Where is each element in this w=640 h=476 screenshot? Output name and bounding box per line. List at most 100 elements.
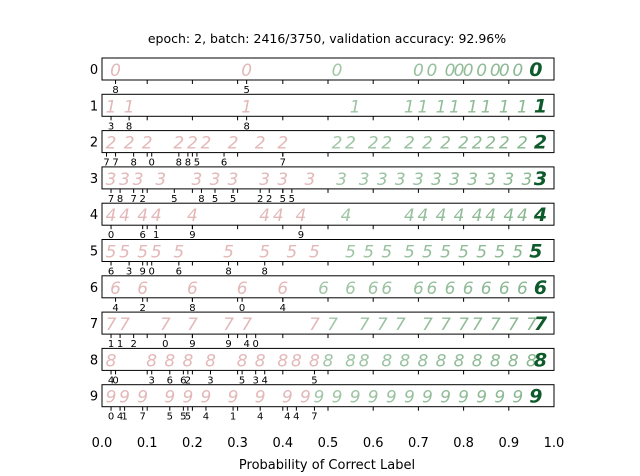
sample-digit-mark: 0	[499, 61, 510, 81]
sample-digit-mark: 9	[404, 388, 415, 408]
sample-digit-mark: 8	[205, 351, 216, 371]
sample-digit-mark: 3	[210, 170, 221, 190]
sample-digit-mark: 4	[503, 206, 514, 226]
wrong-prediction-label: 4	[257, 412, 263, 423]
sample-digit-mark: 7	[377, 315, 388, 335]
wrong-prediction-label: 3	[108, 121, 114, 132]
sample-digit-mark: 8	[526, 351, 537, 371]
sample-digit-mark: 6	[499, 279, 510, 299]
sample-digit-mark: 9	[368, 388, 379, 408]
sample-digit-mark: 3	[119, 170, 130, 190]
sample-digit-mark: 6	[445, 279, 456, 299]
wrong-prediction-label: 3	[149, 375, 155, 386]
sample-digit-mark: 8	[418, 351, 429, 371]
sample-digit-mark: 6	[463, 279, 474, 299]
wrong-prediction-label: 8	[225, 267, 231, 278]
digit-row: 5 5 5 5 5 5 5 5 5 5 5 5 5 5 5 5 5 5 5 556 3 9 0 6 8 8	[90, 239, 555, 278]
sample-digit-mark: 2	[458, 134, 469, 154]
sample-digit-mark: 5	[529, 241, 542, 263]
sample-digit-mark: 8	[359, 351, 370, 371]
sample-digit-mark: 9	[494, 388, 505, 408]
x-tick-label: 0.0	[92, 436, 113, 451]
wrong-prediction-label: 4	[112, 303, 118, 314]
sample-digit-mark: 5	[494, 243, 505, 263]
digit-row: 4 4 4 4 4 4 4 4 4 4 4 4 4 4 4 4 4 440 6 1 9 9	[90, 202, 555, 241]
sample-digit-mark: 7	[395, 315, 406, 335]
sample-digit-mark: 9	[201, 388, 212, 408]
sample-digit-mark: 2	[534, 132, 547, 154]
sample-digit-mark: 7	[472, 315, 483, 335]
sample-digit-mark: 5	[259, 243, 270, 263]
sample-digit-mark: 4	[119, 206, 130, 226]
wrong-prediction-label: 0	[108, 230, 114, 241]
row-label: 3	[90, 172, 98, 187]
sample-digit-mark: 4	[151, 206, 162, 226]
wrong-prediction-label: 0	[108, 412, 114, 423]
wrong-prediction-label: 0	[149, 267, 155, 278]
sample-digit-mark: 4	[137, 206, 148, 226]
wrong-prediction-label: 8	[126, 121, 132, 132]
sample-digit-mark: 5	[422, 243, 433, 263]
sample-digit-mark: 7	[106, 315, 117, 335]
sample-digit-mark: 5	[404, 243, 415, 263]
wrong-prediction-label: 8	[117, 194, 123, 205]
sample-digit-mark: 4	[259, 206, 270, 226]
sample-digit-mark: 4	[472, 206, 483, 226]
sample-digit-mark: 3	[359, 170, 370, 190]
sample-digit-mark: 0	[490, 61, 501, 81]
sample-digit-mark: 9	[386, 388, 397, 408]
sample-digit-mark: 8	[291, 351, 302, 371]
sample-digit-mark: 3	[485, 170, 496, 190]
sample-digit-mark: 0	[427, 61, 438, 81]
digit-row: 9 9 9 9 9 9 9 9 9 9 9 9 9 9 9 9 9 9 9 9 9 9 990 41 7 5 55 4 1 4 4 4 7	[90, 384, 555, 423]
sample-digit-mark: 3	[336, 170, 347, 190]
sample-digit-mark: 2	[485, 134, 496, 154]
x-tick-label: 0.4	[272, 436, 293, 451]
sample-digit-mark: 8	[534, 349, 547, 371]
sample-digit-mark: 2	[422, 134, 433, 154]
sample-digit-mark: 1	[106, 97, 117, 117]
wrong-prediction-label: 0	[252, 339, 258, 350]
x-tick-label: 0.1	[137, 436, 158, 451]
wrong-prediction-label: 9	[298, 230, 304, 241]
sample-digit-mark: 8	[472, 351, 483, 371]
sample-digit-mark: 2	[124, 134, 135, 154]
sample-digit-mark: 2	[440, 134, 451, 154]
sample-digit-mark: 7	[309, 315, 320, 335]
sample-digit-mark: 4	[404, 206, 415, 226]
sample-digit-mark: 5	[345, 243, 356, 263]
sample-digit-mark: 2	[187, 134, 198, 154]
x-axis: 0.0 0.1 0.2 0.3 0.4 0.5 0.6 0.7 0.8 0.9 1.0	[92, 436, 565, 451]
sample-digit-mark: 8	[508, 351, 519, 371]
sample-digit-mark: 6	[345, 279, 356, 299]
wrong-prediction-label: 8	[112, 85, 118, 96]
wrong-prediction-label: 4	[243, 339, 249, 350]
sample-digit-mark: 8	[399, 351, 410, 371]
sample-digit-mark: 8	[309, 351, 320, 371]
sample-digit-mark: 6	[318, 279, 329, 299]
wrong-prediction-label: 6	[180, 375, 186, 386]
sample-digit-mark: 1	[534, 95, 547, 117]
wrong-prediction-label: 8	[262, 267, 268, 278]
sample-digit-mark: 8	[277, 351, 288, 371]
row-label: 7	[90, 317, 98, 332]
sample-digit-mark: 8	[182, 351, 193, 371]
wrong-prediction-label: 4	[293, 412, 299, 423]
sample-digit-mark: 8	[146, 351, 157, 371]
sample-digit-mark: 4	[454, 206, 465, 226]
sample-digit-mark: 4	[106, 206, 117, 226]
sample-digit-mark: 7	[119, 315, 130, 335]
sample-digit-mark: 3	[521, 170, 532, 190]
sample-digit-mark: 2	[499, 134, 510, 154]
row-label: 6	[90, 281, 98, 296]
wrong-prediction-label: 0	[112, 375, 118, 386]
sample-digit-mark: 4	[187, 206, 198, 226]
sample-digit-mark: 4	[273, 206, 284, 226]
sample-digit-mark: 1	[124, 97, 135, 117]
sample-digit-mark: 4	[485, 206, 496, 226]
sample-digit-mark: 9	[476, 388, 487, 408]
wrong-prediction-label: 5	[171, 194, 177, 205]
sample-digit-mark: 2	[381, 134, 392, 154]
sample-digit-mark: 5	[476, 243, 487, 263]
